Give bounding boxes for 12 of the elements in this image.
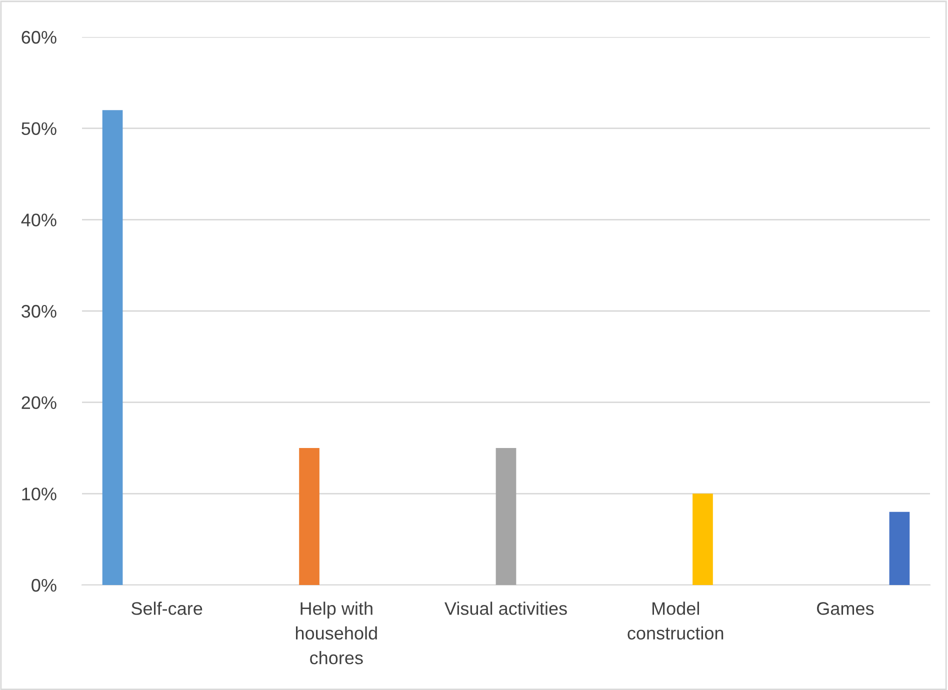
- y-tick-label: 60%: [22, 30, 56, 44]
- y-tick-label: 0%: [32, 578, 56, 592]
- y-tick-label: 30%: [22, 304, 56, 318]
- x-tick-label: Model construction: [628, 602, 724, 640]
- x-tick-label: Help with household chores: [296, 602, 377, 664]
- y-tick-label: 10%: [22, 488, 56, 500]
- y-tick-label: 40%: [21, 214, 56, 226]
- x-tick-label: Self-care: [132, 602, 202, 615]
- y-tick-label: 20%: [22, 396, 56, 410]
- x-tick-label: Games: [817, 602, 874, 615]
- y-tick-label: 50%: [22, 122, 56, 136]
- x-tick-label: Visual activities: [444, 602, 567, 615]
